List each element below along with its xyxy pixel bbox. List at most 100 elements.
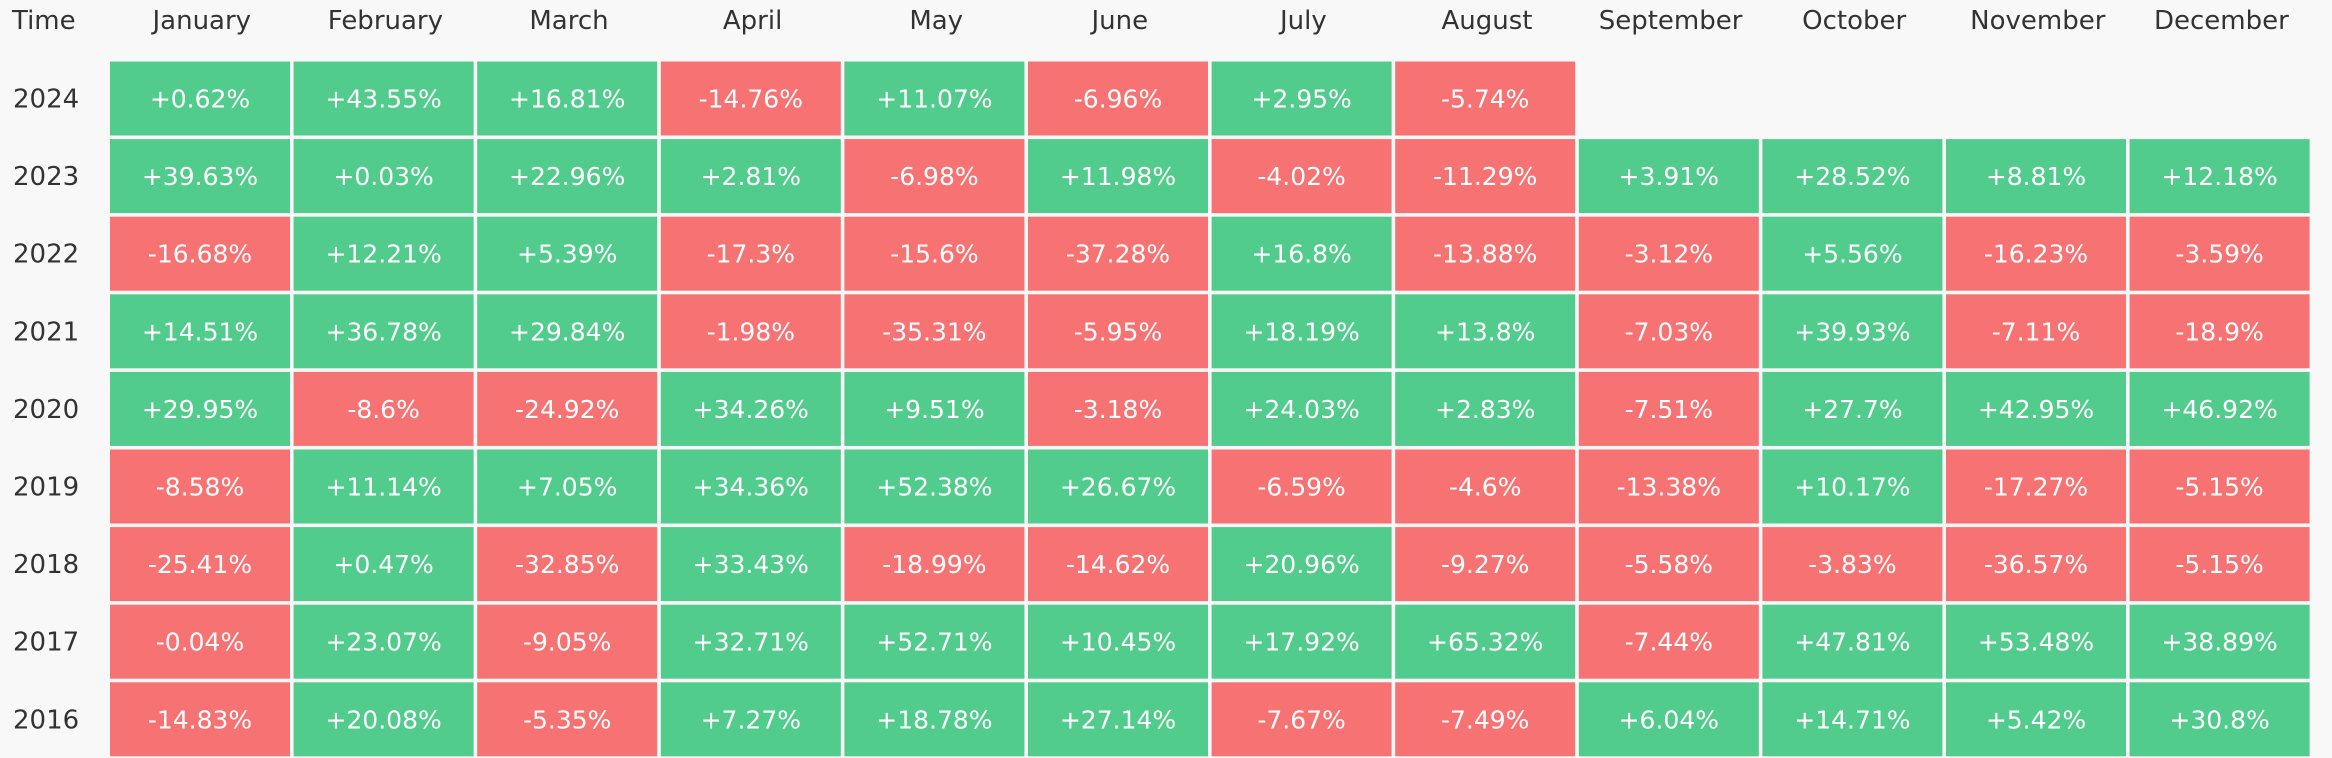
cell-value-2016-november: +5.42% (1986, 705, 2086, 734)
cell-value-2019-march: +7.05% (517, 473, 617, 502)
year-label-2024: 2024 (13, 85, 79, 115)
heatmap-cell-2018-august (1395, 527, 1576, 602)
cell-value-2016-april: +7.27% (701, 705, 801, 734)
heatmap-cell-2024-may (844, 61, 1025, 136)
heatmap-cell-2020-september (1578, 371, 1759, 446)
cell-value-2020-february: -8.6% (347, 395, 420, 424)
cell-value-2022-december: -3.59% (2175, 240, 2263, 269)
heatmap-cell-2023-november (1946, 139, 2126, 214)
cell-value-2021-october: +39.93% (1794, 317, 1910, 346)
heatmap-cell-2017-june (1028, 604, 1208, 679)
heatmap-cell-2020-march (477, 371, 658, 446)
heatmap-cell-2023-october (1762, 139, 1943, 214)
cell-value-2022-march: +5.39% (517, 240, 617, 269)
cell-value-2018-january: -25.41% (148, 550, 252, 579)
cell-value-2021-july: +18.19% (1243, 317, 1359, 346)
heatmap-cell-2023-june (1028, 139, 1208, 214)
heatmap-cell-2017-march (477, 604, 658, 679)
cell-value-2021-december: -18.9% (2175, 317, 2263, 346)
cell-value-2019-december: -5.15% (2175, 473, 2263, 502)
heatmap-cell-2016-august (1395, 682, 1576, 757)
cell-value-2024-january: +0.62% (150, 85, 250, 114)
cell-value-2016-may: +18.78% (876, 705, 992, 734)
cell-value-2024-august: -5.74% (1441, 85, 1529, 114)
year-labels: 2024 2023 2022 2021 2020 2019 2018 2017 2016 (13, 85, 79, 736)
cell-value-2022-october: +5.56% (1802, 240, 1902, 269)
heatmap-cell-2018-july (1211, 527, 1392, 602)
month-headers: January February March April May June July Augu… (151, 6, 2290, 36)
year-label-2021: 2021 (13, 317, 79, 347)
heatmap-cell-2016-october (1762, 682, 1943, 757)
heatmap-cell-2021-march (477, 294, 658, 369)
cell-value-2023-june: +11.98% (1060, 162, 1176, 191)
cell-value-2024-march: +16.81% (509, 85, 625, 114)
cell-value-2019-january: -8.58% (156, 473, 244, 502)
cell-value-2021-september: -7.03% (1625, 317, 1713, 346)
cell-value-2018-september: -5.58% (1625, 550, 1713, 579)
heatmap-cell-2017-july (1211, 604, 1392, 679)
cell-value-2016-june: +27.14% (1060, 705, 1176, 734)
heatmap-cell-2020-july (1211, 371, 1392, 446)
heatmap-cell-2021-january (110, 294, 290, 369)
corner-label: Time (11, 6, 76, 36)
heatmap-cell-2022-december (2129, 216, 2310, 291)
cell-value-2017-august: +65.32% (1427, 628, 1543, 657)
heatmap-cell-2022-january (110, 216, 290, 291)
cell-value-2016-september: +6.04% (1619, 705, 1719, 734)
month-header-september: September (1599, 6, 1743, 36)
cell-value-2020-august: +2.83% (1435, 395, 1535, 424)
cell-value-2021-november: -7.11% (1992, 317, 2080, 346)
year-label-2017: 2017 (13, 628, 79, 658)
cell-value-2019-august: -4.6% (1449, 473, 1522, 502)
cell-value-2024-april: -14.76% (699, 85, 803, 114)
heatmap-cell-2020-february (293, 371, 474, 446)
heatmap-cell-2017-january (110, 604, 290, 679)
cell-value-2018-december: -5.15% (2175, 550, 2263, 579)
cell-value-2022-april: -17.3% (707, 240, 795, 269)
heatmap-cell-2018-may (844, 527, 1025, 602)
cell-value-2021-march: +29.84% (509, 317, 625, 346)
cell-value-2018-june: -14.62% (1066, 550, 1170, 579)
heatmap-cell-2019-march (477, 449, 658, 524)
heatmap-cell-2021-june (1028, 294, 1208, 369)
cell-value-2023-august: -11.29% (1433, 162, 1537, 191)
heatmap-cell-2024-june (1028, 61, 1208, 136)
cell-value-2020-may: +9.51% (884, 395, 984, 424)
cell-value-2016-july: -7.67% (1257, 705, 1345, 734)
heatmap-cell-2020-november (1946, 371, 2126, 446)
heatmap-cell-2021-july (1211, 294, 1392, 369)
month-header-october: October (1802, 6, 1906, 36)
heatmap-cell-2023-march (477, 139, 658, 214)
year-label-2023: 2023 (13, 162, 79, 192)
heatmap-cell-2019-may (844, 449, 1025, 524)
heatmap-cell-2019-january (110, 449, 290, 524)
cell-value-2023-february: +0.03% (333, 162, 433, 191)
month-header-february: February (328, 6, 443, 36)
heatmap-cell-2016-february (293, 682, 474, 757)
cell-value-2023-october: +28.52% (1794, 162, 1910, 191)
cell-value-2021-january: +14.51% (142, 317, 258, 346)
month-header-march: March (529, 6, 608, 36)
heatmap-cell-2019-february (293, 449, 474, 524)
heatmap-cell-2016-march (477, 682, 658, 757)
heatmap-cell-2020-january (110, 371, 290, 446)
heatmap-cell-2022-june (1028, 216, 1208, 291)
month-header-april: April (723, 6, 782, 36)
cell-value-2018-july: +20.96% (1243, 550, 1359, 579)
month-header-june: June (1089, 6, 1148, 36)
heatmap-cell-2019-june (1028, 449, 1208, 524)
cell-value-2017-september: -7.44% (1625, 628, 1713, 657)
heatmap-cell-2018-march (477, 527, 658, 602)
heatmap-cell-2017-may (844, 604, 1025, 679)
cell-value-2021-june: -5.95% (1074, 317, 1162, 346)
heatmap-cell-2019-december (2129, 449, 2310, 524)
cell-value-2023-april: +2.81% (701, 162, 801, 191)
month-header-july: July (1278, 6, 1327, 36)
heatmap-cell-2016-november (1946, 682, 2126, 757)
heatmap-cell-2023-august (1395, 139, 1576, 214)
cell-value-2024-june: -6.96% (1074, 85, 1162, 114)
heatmap-cell-2024-january (110, 61, 290, 136)
heatmap-cell-2021-november (1946, 294, 2126, 369)
month-header-december: December (2154, 6, 2289, 36)
